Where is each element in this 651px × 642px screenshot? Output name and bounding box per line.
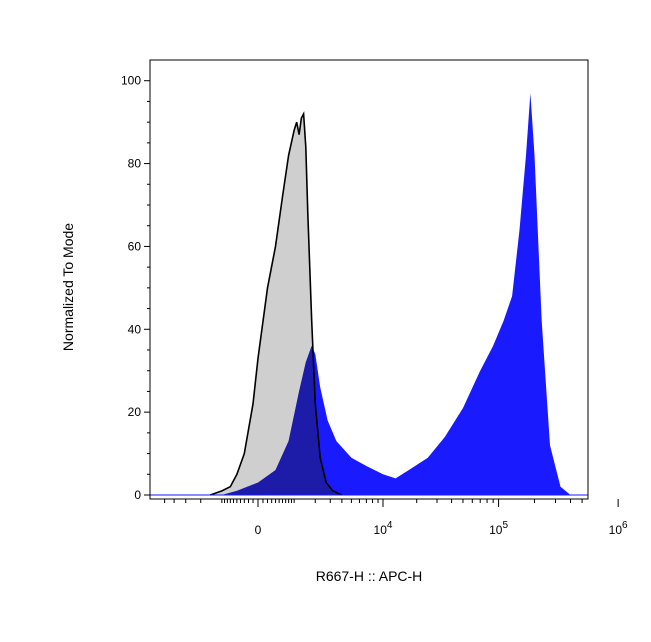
- overlap-region: [210, 113, 342, 495]
- x-tick-label: 106: [609, 520, 628, 537]
- x-axis: 0 104 105 106: [164, 499, 628, 537]
- control-histogram-line: [209, 111, 343, 496]
- x-tick-label: 105: [489, 520, 508, 537]
- y-axis-title: Normalized To Mode: [60, 223, 76, 351]
- y-tick-label: 0: [134, 488, 141, 502]
- y-tick-label: 60: [128, 239, 142, 253]
- plot-frame: [149, 59, 589, 500]
- y-tick-label: 100: [121, 74, 141, 88]
- x-tick-label: 104: [374, 520, 393, 537]
- y-tick-label: 40: [128, 322, 142, 336]
- series-layer: [150, 93, 588, 496]
- x-tick-label: 0: [255, 523, 262, 537]
- y-tick-label: 20: [128, 405, 142, 419]
- y-axis: 0 20 40 60 80 100: [121, 74, 150, 502]
- y-tick-label: 80: [128, 157, 142, 171]
- x-axis-title: R667-H :: APC-H: [316, 568, 423, 584]
